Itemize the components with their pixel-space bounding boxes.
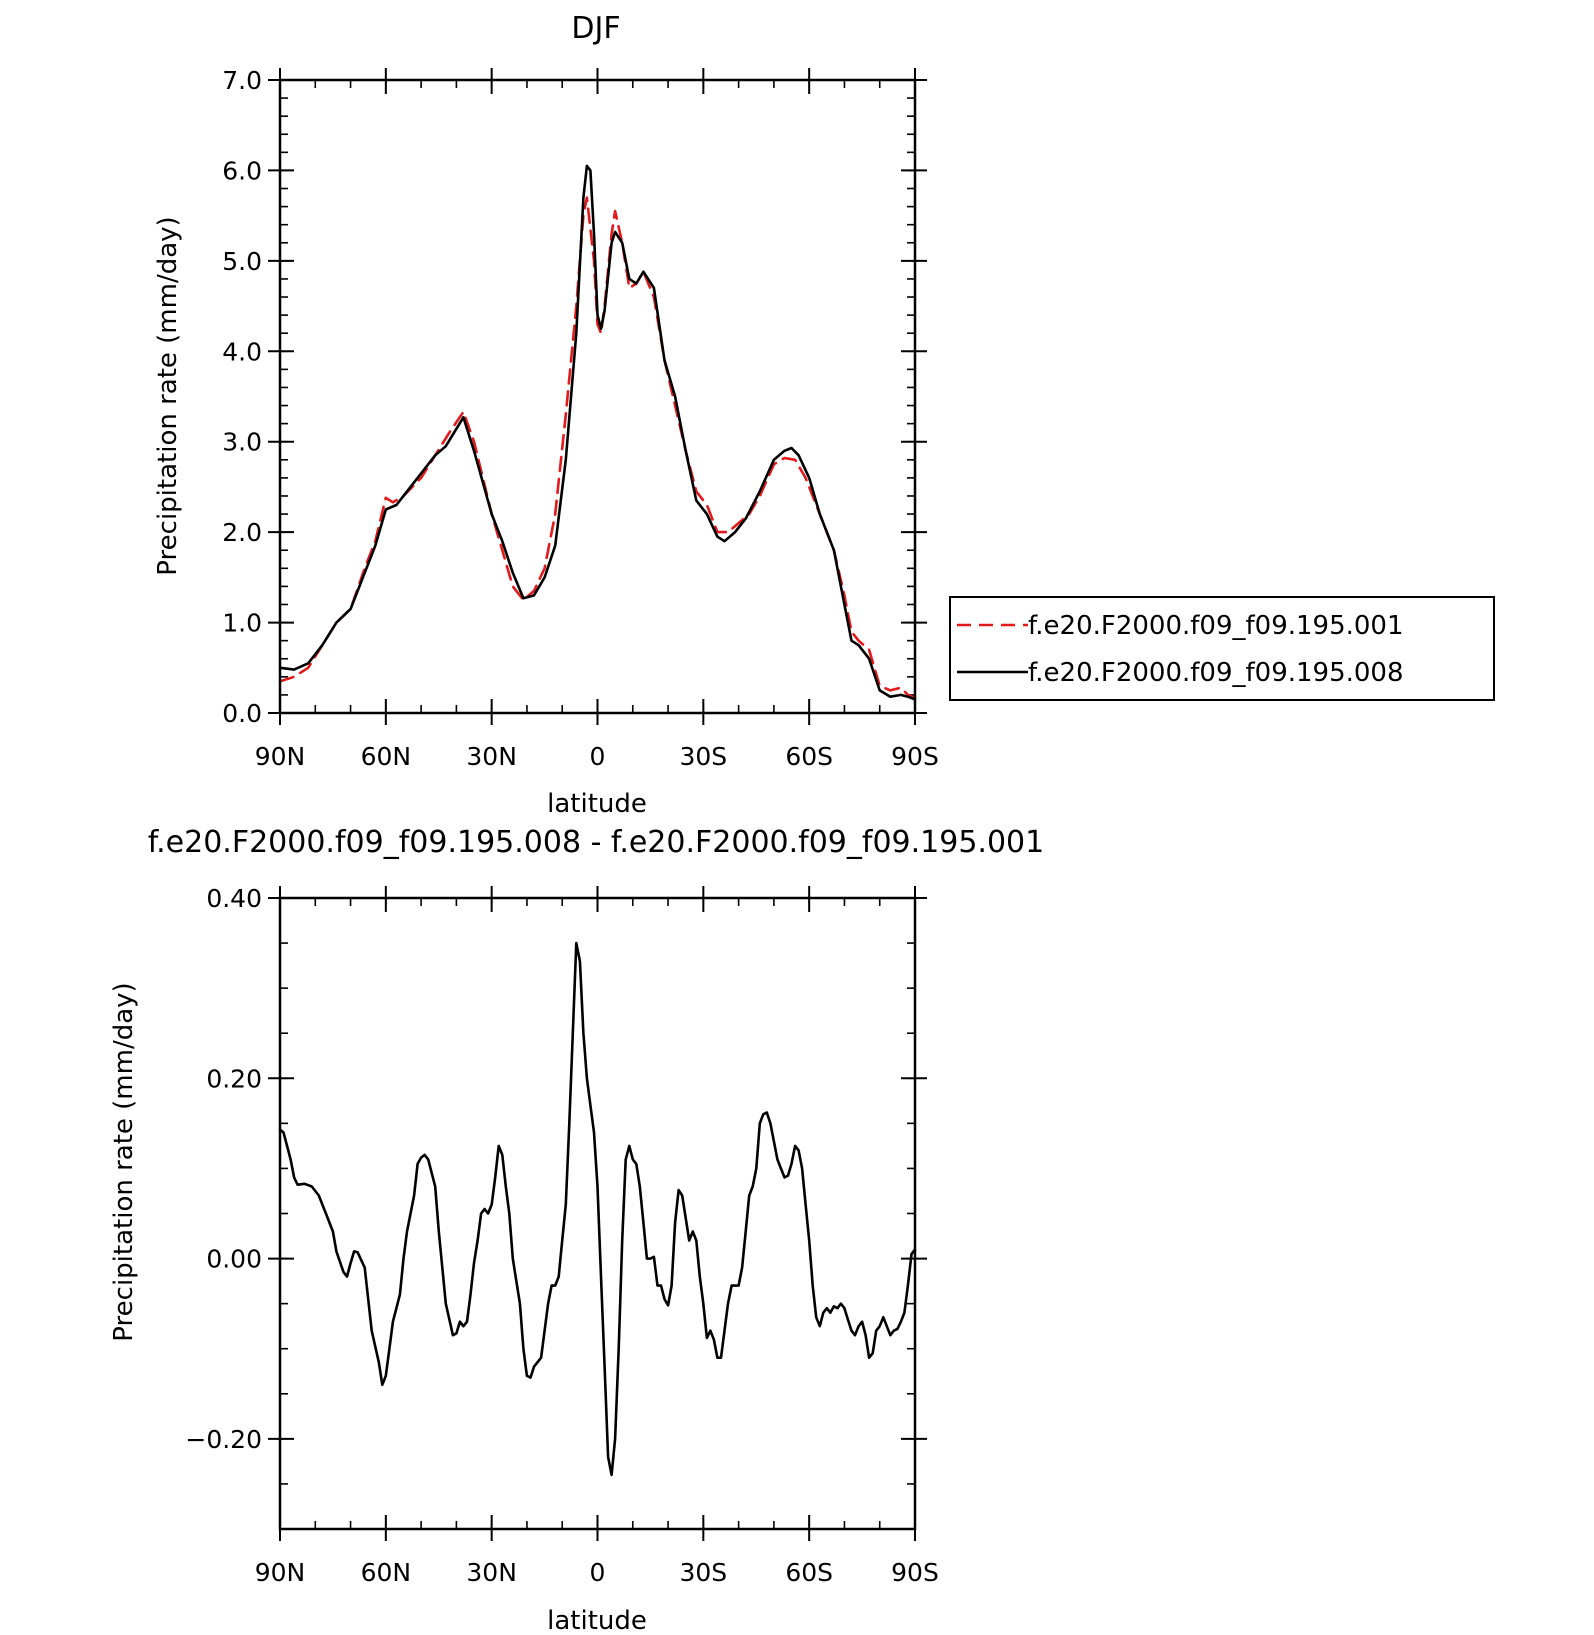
top-plot-frame [278,78,917,715]
bottom-series-line-1 [278,941,917,1477]
top-y-axis-label: Precipitation rate (mm/day) [153,216,183,575]
bottom-y-tick-label: 0.40 [206,884,262,913]
top-y-tick-label: 7.0 [222,66,262,95]
top-panel: DJF 90N 60N 30N 0 30S 60S 90S 0.0 1.0 2.0 3.0 4.0 5.… [153,11,1495,819]
top-y-tick-label: 0.0 [222,699,262,728]
bottom-x-tick-label: 60S [785,1558,833,1587]
bottom-y-axis-label: Precipitation rate (mm/day) [109,982,139,1341]
top-x-axis-label: latitude [547,789,647,819]
bottom-x-tick-label: 90N [255,1558,306,1587]
top-chart-title: DJF [571,11,620,46]
top-x-tick-label: 90N [255,742,306,771]
bottom-y-tick-label: 0.00 [206,1245,262,1274]
bottom-y-tick-label: 0.20 [206,1064,262,1093]
top-x-tick-label: 90S [891,742,939,771]
top-x-tick-label: 60N [361,742,412,771]
bottom-plot-frame [278,896,917,1531]
top-y-tick-label: 2.0 [222,518,262,547]
top-y-tick-label: 3.0 [222,428,262,457]
legend-label-series-2: f.e20.F2000.f09_f09.195.008 [1028,658,1404,688]
top-y-tick-label: 4.0 [222,337,262,366]
top-y-tick-label: 6.0 [222,156,262,185]
bottom-x-tick-label: 60N [361,1558,412,1587]
top-tick-labels: 90N 60N 30N 0 30S 60S 90S 0.0 1.0 2.0 3.0 4.0 5.0 6.0… [222,66,939,771]
bottom-x-axis-label: latitude [547,1606,647,1635]
top-series-line-1 [278,196,917,699]
top-series-lines [278,164,917,701]
bottom-x-tick-label: 90S [891,1558,939,1587]
top-x-tick-label: 60S [785,742,833,771]
bottom-x-tick-label: 30S [679,1558,727,1587]
bottom-x-tick-label: 30N [466,1558,517,1587]
legend: f.e20.F2000.f09_f09.195.001 f.e20.F2000.… [949,596,1495,701]
bottom-tick-labels: 90N 60N 30N 0 30S 60S 90S −0.20 0.00 0.20 0.40 [185,884,938,1587]
bottom-panel: f.e20.F2000.f09_f09.195.008 - f.e20.F200… [109,825,1044,1635]
top-x-tick-label: 30S [679,742,727,771]
top-ticks [268,68,927,725]
top-x-tick-label: 30N [466,742,517,771]
top-series-line-2 [278,164,917,701]
top-y-tick-label: 1.0 [222,609,262,638]
top-y-tick-label: 5.0 [222,247,262,276]
bottom-x-tick-label: 0 [590,1558,606,1587]
top-x-tick-label: 0 [590,742,606,771]
legend-box [949,596,1495,701]
legend-label-series-1: f.e20.F2000.f09_f09.195.001 [1028,611,1404,641]
bottom-chart-title: f.e20.F2000.f09_f09.195.008 - f.e20.F200… [148,825,1044,860]
bottom-y-tick-label: −0.20 [185,1425,262,1454]
bottom-series-lines [278,941,917,1477]
